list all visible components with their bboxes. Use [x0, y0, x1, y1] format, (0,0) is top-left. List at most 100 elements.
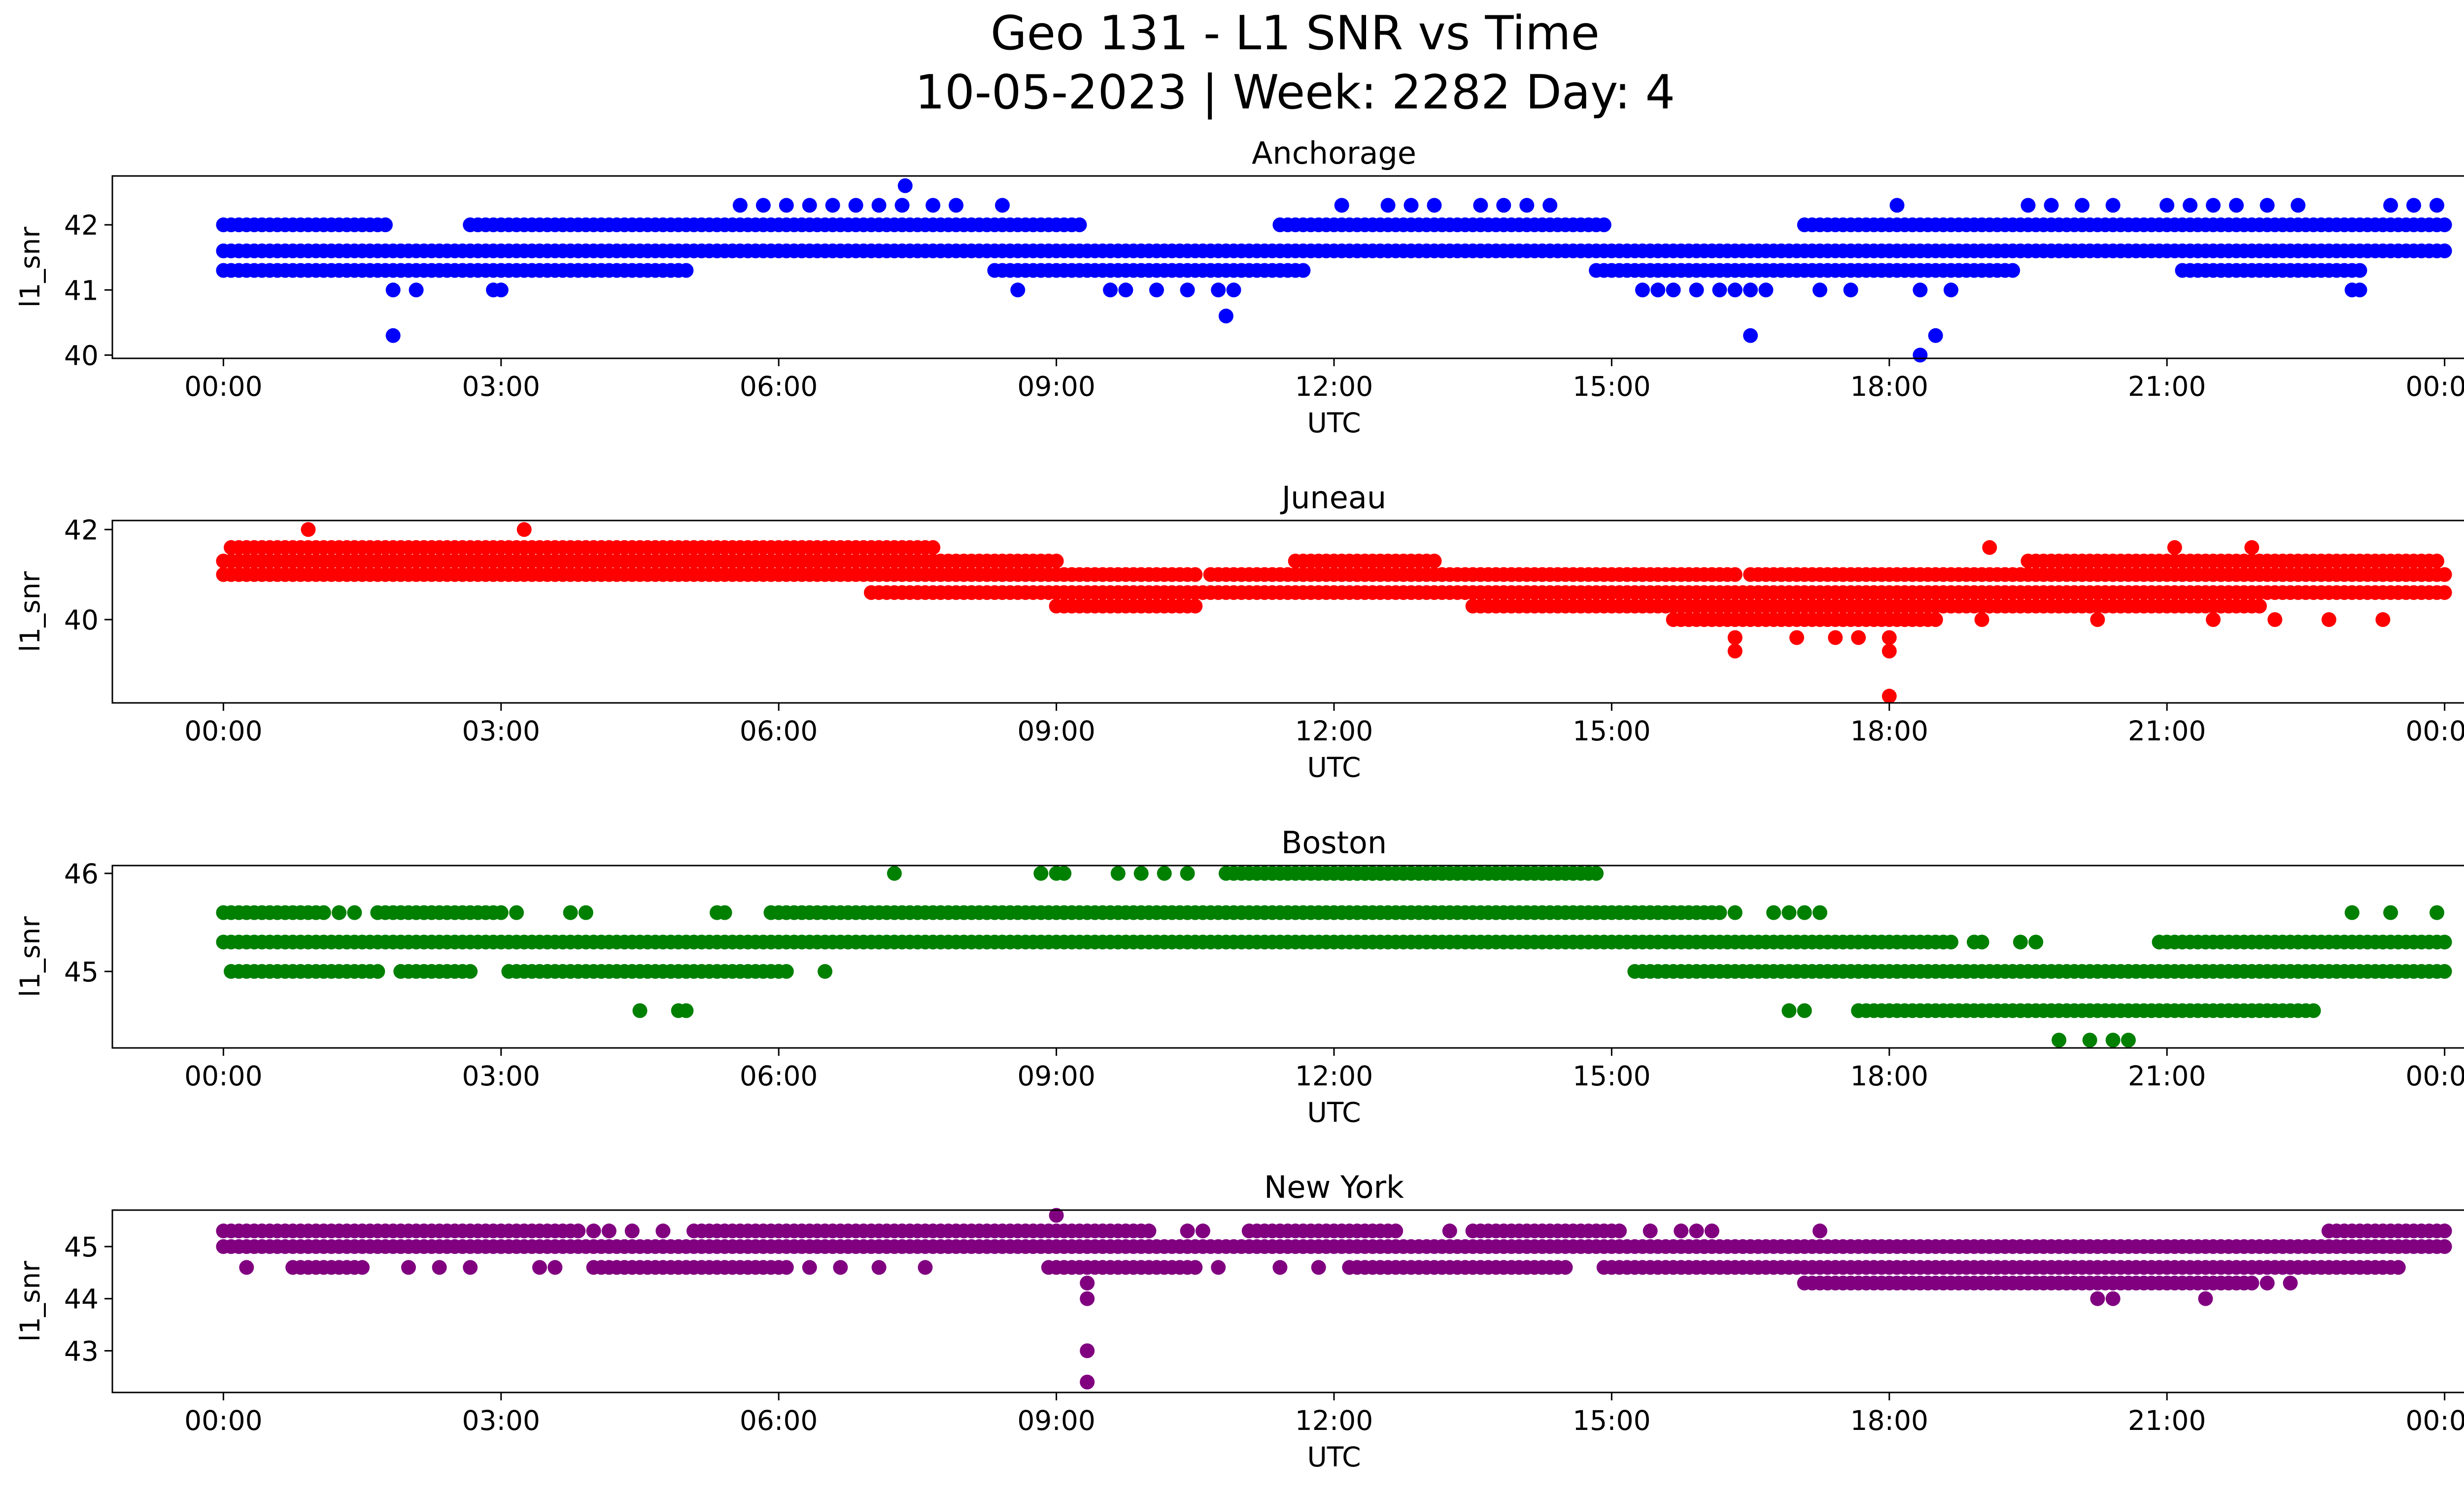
data-point — [2430, 554, 2444, 569]
x-tick-label: 00:00 — [2405, 715, 2464, 747]
x-tick-label: 06:00 — [740, 1060, 818, 1092]
data-point — [1612, 1223, 1627, 1239]
y-tick-label: 42 — [64, 209, 99, 241]
data-point — [2344, 905, 2360, 920]
data-point — [717, 905, 732, 920]
data-point — [1010, 282, 1026, 298]
data-point — [2383, 198, 2398, 213]
data-point — [1689, 282, 1704, 298]
subplot-anchorage: Anchorage 00:00 03:00 06:00 09:00 12:00 15:00 1… — [14, 135, 2464, 439]
x-tick-label: 12:00 — [1295, 1060, 1373, 1092]
data-point — [1496, 198, 1511, 213]
x-tick-label: 21:00 — [2128, 371, 2206, 402]
data-point — [2105, 198, 2121, 213]
data-point — [2052, 1033, 2067, 1048]
y-tick-label: 42 — [64, 514, 99, 546]
x-tick-label: 09:00 — [1017, 1405, 1095, 1436]
data-point — [1727, 282, 1743, 298]
data-point — [385, 328, 401, 343]
data-point — [370, 964, 385, 979]
data-point — [655, 1223, 671, 1239]
data-point — [385, 282, 401, 298]
data-point — [1272, 1260, 1288, 1275]
data-point — [2283, 1276, 2298, 1290]
data-point — [516, 522, 532, 537]
data-point — [1813, 1223, 1827, 1239]
data-point — [1944, 935, 1958, 950]
figure-title-line2: 10-05-2023 | Week: 2282 Day: 4 — [915, 66, 1675, 120]
data-point — [1828, 630, 1843, 645]
data-point — [2244, 1276, 2259, 1290]
y-axis-label: l1_snr — [14, 916, 46, 997]
data-point — [601, 1223, 616, 1239]
data-point — [833, 1260, 848, 1275]
x-tick-label: 12:00 — [1295, 371, 1373, 402]
y-tick-label: 40 — [64, 340, 99, 371]
data-point — [316, 905, 331, 920]
data-point — [779, 1260, 794, 1275]
data-point — [2352, 263, 2367, 278]
data-point — [2437, 964, 2452, 979]
x-tick-label: 00:00 — [184, 1405, 263, 1436]
data-point — [1766, 905, 1781, 920]
data-point — [848, 198, 863, 213]
x-tick-label: 18:00 — [1850, 1405, 1929, 1436]
x-axis-label: UTC — [1307, 407, 1361, 439]
data-point — [463, 1260, 478, 1275]
y-tick-label: 43 — [64, 1335, 99, 1367]
data-point — [1080, 1291, 1095, 1306]
data-point — [1195, 1223, 1210, 1239]
data-point — [1944, 282, 1958, 298]
data-point — [401, 1260, 416, 1275]
data-point — [2291, 198, 2306, 213]
y-tick-label: 45 — [64, 1231, 99, 1263]
data-point — [1157, 866, 1172, 881]
data-point — [1211, 1260, 1226, 1275]
data-point — [1033, 866, 1049, 881]
data-point — [1133, 866, 1149, 881]
data-point — [2267, 612, 2283, 627]
data-point — [2082, 1033, 2097, 1048]
y-tick-label: 41 — [64, 275, 99, 306]
data-point — [1781, 905, 1797, 920]
series-points — [216, 178, 2452, 363]
data-point — [1650, 282, 1666, 298]
data-point — [1813, 282, 1827, 298]
data-point — [1519, 198, 1535, 213]
x-axis-label: UTC — [1307, 1097, 1361, 1128]
data-point — [887, 866, 902, 881]
data-point — [1226, 282, 1241, 298]
data-point — [1311, 1260, 1326, 1275]
data-point — [2437, 1239, 2452, 1254]
data-point — [1296, 263, 1311, 278]
data-point — [301, 522, 316, 537]
data-point — [1974, 612, 1989, 627]
data-point — [918, 1260, 933, 1275]
data-point — [1110, 866, 1126, 881]
x-tick-label: 06:00 — [740, 715, 818, 747]
data-point — [1851, 630, 1866, 645]
data-point — [1149, 282, 1164, 298]
data-point — [2198, 1291, 2213, 1306]
data-point — [2183, 198, 2198, 213]
data-point — [1882, 643, 1897, 659]
subplots: Anchorage 00:00 03:00 06:00 09:00 12:00 15:00 1… — [14, 135, 2464, 1473]
data-point — [818, 964, 833, 979]
x-tick-label: 15:00 — [1573, 715, 1651, 747]
data-point — [2105, 1033, 2121, 1048]
y-axis-label: l1_snr — [14, 571, 46, 652]
data-point — [1427, 198, 1442, 213]
data-point — [1797, 905, 1812, 920]
data-point — [925, 540, 941, 555]
data-point — [2430, 198, 2444, 213]
x-tick-label: 06:00 — [740, 1405, 818, 1436]
data-point — [802, 198, 817, 213]
x-tick-label: 15:00 — [1573, 1060, 1651, 1092]
data-point — [1180, 1223, 1195, 1239]
data-point — [1542, 198, 1558, 213]
y-tick-label: 40 — [64, 604, 99, 636]
x-tick-label: 00:00 — [184, 1060, 263, 1092]
x-axis-label: UTC — [1307, 1441, 1361, 1473]
x-tick-label: 00:00 — [2405, 371, 2464, 402]
data-point — [1388, 1223, 1403, 1239]
